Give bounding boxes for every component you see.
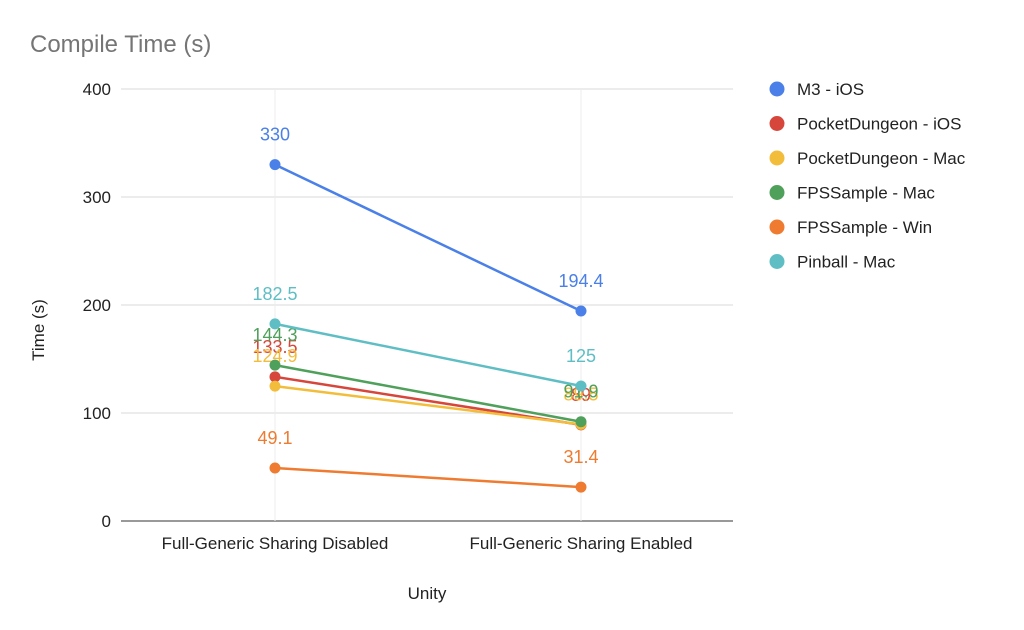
data-label: 91.9: [563, 382, 598, 402]
data-label: 31.4: [563, 447, 598, 467]
y-axis-label: Time (s): [29, 299, 48, 361]
data-label: 49.1: [257, 428, 292, 448]
data-label: 89: [571, 385, 591, 405]
legend: M3 - iOS PocketDungeon - iOS PocketDungeon…: [769, 80, 966, 272]
series-line: [274, 322, 582, 388]
data-label: 330: [260, 125, 290, 145]
data-point: [269, 371, 281, 383]
chart-title: Compile Time (s): [30, 31, 211, 58]
x-tick-label: Full-Generic Sharing Disabled: [162, 534, 389, 553]
data-point: [269, 359, 281, 371]
legend-label: PocketDungeon - Mac: [797, 149, 966, 168]
legend-marker: [769, 219, 785, 235]
data-label: 133.5: [252, 337, 297, 357]
data-point: [575, 416, 587, 428]
gridlines: [121, 88, 733, 522]
data-point: [269, 380, 281, 392]
series-line: [274, 466, 582, 489]
series-m3-ios: 330 194.4: [260, 125, 604, 317]
series-line: [274, 363, 582, 423]
x-tick-label: Full-Generic Sharing Enabled: [469, 534, 692, 553]
legend-item: PocketDungeon - Mac: [769, 149, 966, 168]
data-point: [575, 481, 587, 493]
legend-label: M3 - iOS: [797, 80, 864, 99]
legend-item: FPSSample - Mac: [769, 184, 935, 203]
legend-label: FPSSample - Mac: [797, 184, 935, 203]
series-pocketdungeon-mac: 124.9 89.5: [252, 346, 599, 430]
legend-marker: [769, 254, 785, 269]
data-point: [269, 159, 281, 171]
legend-marker: [769, 116, 785, 131]
y-tick-label: 300: [83, 188, 111, 207]
data-label: 182.5: [252, 284, 297, 304]
data-label: 125: [566, 346, 596, 366]
data-label: 194.4: [558, 271, 603, 291]
data-label: 124.9: [252, 346, 297, 366]
legend-label: FPSSample - Win: [797, 218, 932, 237]
series-line: [274, 163, 582, 313]
legend-item: FPSSample - Win: [769, 218, 932, 237]
data-point: [269, 318, 281, 330]
data-point: [575, 380, 587, 392]
y-tick-label: 200: [83, 296, 111, 315]
data-point: [269, 462, 281, 474]
y-tick-label: 0: [102, 512, 111, 531]
y-tick-label: 100: [83, 404, 111, 423]
legend-marker: [769, 185, 785, 200]
legend-label: Pinball - Mac: [797, 253, 896, 272]
legend-marker: [769, 150, 785, 166]
data-point: [575, 305, 587, 317]
legend-marker: [769, 81, 785, 97]
y-tick-label: 400: [83, 80, 111, 99]
series-line: [274, 384, 582, 426]
x-axis-label: Unity: [408, 584, 447, 603]
legend-item: M3 - iOS: [769, 80, 864, 99]
series-group: 330 194.4 133.5 89 124.9 89.5 144.3 91.9 49.1 31.…: [252, 125, 604, 493]
series-fpssample-mac: 144.3 91.9: [252, 325, 599, 428]
data-label: 144.3: [252, 325, 297, 345]
y-axis-ticks: 0 100 200 300 400: [83, 80, 111, 531]
series-fpssample-win: 49.1 31.4: [257, 428, 599, 493]
series-pocketdungeon-ios: 133.5 89: [252, 337, 591, 431]
legend-item: PocketDungeon - iOS: [769, 115, 961, 134]
legend-item: Pinball - Mac: [769, 253, 896, 272]
data-label: 89.5: [563, 384, 598, 404]
series-pinball-mac: 182.5 125: [252, 284, 596, 392]
legend-label: PocketDungeon - iOS: [797, 115, 961, 134]
x-axis-ticks: Full-Generic Sharing Disabled Full-Generi…: [162, 534, 693, 553]
